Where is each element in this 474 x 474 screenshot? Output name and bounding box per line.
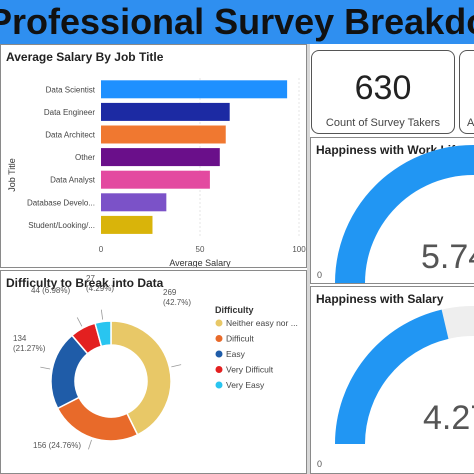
legend-marker bbox=[215, 319, 223, 327]
difficulty-chart-panel[interactable]: Difficulty to Break into Data 269 (42.7%)… bbox=[0, 270, 307, 474]
salary-chart-title: Average Salary By Job Title bbox=[6, 50, 164, 64]
title-banner: Professional Survey Breakdown bbox=[0, 0, 474, 44]
legend-label: Neither easy nor ... bbox=[226, 318, 298, 328]
salary-gauge-title: Happiness with Salary bbox=[316, 292, 444, 306]
bar bbox=[101, 215, 153, 234]
legend-label: Very Difficult bbox=[226, 365, 274, 375]
legend-label: Very Easy bbox=[226, 380, 265, 390]
work-life-gauge: 5.74 0 bbox=[317, 145, 474, 283]
category-label: Student/Looking/... bbox=[28, 221, 95, 230]
y-axis-label: Job Title bbox=[7, 158, 17, 192]
salary-bar-chart: Data Scientist Data Engineer Data Architec… bbox=[7, 78, 306, 267]
kpi-card-survey-takers[interactable]: 630 Count of Survey Takers bbox=[311, 50, 455, 134]
legend-label: Easy bbox=[226, 349, 246, 359]
x-axis-label: Average Salary bbox=[169, 258, 231, 267]
slice-label: 134 bbox=[13, 334, 27, 343]
dashboard-title: Professional Survey Breakdown bbox=[0, 1, 474, 42]
legend-marker bbox=[215, 366, 223, 373]
slice-percent: (4.29%) bbox=[86, 284, 114, 293]
work-life-gauge-panel[interactable]: Happiness with Work Life B 5.740 bbox=[310, 137, 474, 284]
category-label: Data Engineer bbox=[44, 108, 95, 117]
gauge-min-label: 0 bbox=[317, 459, 322, 469]
gauge-min-label: 0 bbox=[317, 270, 322, 280]
leader-line bbox=[171, 364, 182, 368]
bar bbox=[101, 102, 230, 121]
donut-slice bbox=[56, 396, 139, 442]
difficulty-donut-chart: 269(42.7%) 156 (24.76%) 134(21.27%) 44 (6.9… bbox=[13, 274, 298, 450]
gauge-fill bbox=[335, 145, 474, 283]
legend-label: Difficult bbox=[226, 334, 254, 344]
bar bbox=[101, 80, 288, 99]
donut-slice bbox=[94, 320, 112, 348]
gauge-value: 4.27 bbox=[423, 399, 474, 437]
panel-divider bbox=[307, 44, 310, 474]
kpi-card-secondary[interactable]: A bbox=[459, 50, 474, 134]
leader-line bbox=[76, 317, 83, 327]
difficulty-chart-title: Difficulty to Break into Data bbox=[6, 276, 164, 290]
legend-marker bbox=[215, 335, 223, 342]
salary-gauge: 4.27 0 bbox=[317, 306, 474, 469]
legend-marker bbox=[215, 381, 223, 389]
gauge-value: 5.74 bbox=[421, 238, 474, 276]
donut-slice bbox=[110, 320, 172, 436]
bar bbox=[101, 193, 167, 212]
x-tick-label: 100 bbox=[292, 245, 306, 254]
leader-line bbox=[88, 439, 92, 450]
legend-marker bbox=[215, 350, 223, 358]
slice-label: 44 (6.98%) bbox=[31, 286, 70, 295]
kpi-value: 630 bbox=[354, 69, 412, 107]
bar bbox=[101, 170, 210, 189]
kpi-label: Count of Survey Takers bbox=[325, 117, 441, 129]
bar bbox=[101, 148, 220, 167]
salary-chart-panel[interactable]: Average Salary By Job Title Data Scienti… bbox=[0, 44, 307, 268]
gauge-fill bbox=[335, 309, 449, 444]
slice-percent: (21.27%) bbox=[13, 344, 46, 353]
slice-label: 27 bbox=[86, 274, 95, 283]
slice-percent: (42.7%) bbox=[163, 298, 191, 307]
category-label: Database Develo... bbox=[27, 198, 95, 207]
kpi-label: A bbox=[467, 117, 474, 129]
salary-gauge-panel[interactable]: Happiness with Salary 4.27 0 bbox=[310, 286, 474, 474]
x-tick-label: 0 bbox=[99, 245, 104, 254]
slice-label: 156 (24.76%) bbox=[33, 441, 81, 450]
legend-title: Difficulty bbox=[215, 305, 254, 315]
category-label: Data Architect bbox=[45, 131, 96, 140]
slice-label: 269 bbox=[163, 288, 177, 297]
category-label: Data Analyst bbox=[50, 176, 96, 185]
x-tick-label: 50 bbox=[196, 245, 205, 254]
leader-line bbox=[100, 309, 104, 320]
category-label: Data Scientist bbox=[46, 85, 96, 94]
leader-line bbox=[40, 366, 51, 370]
category-label: Other bbox=[75, 153, 95, 162]
bar bbox=[101, 125, 226, 144]
